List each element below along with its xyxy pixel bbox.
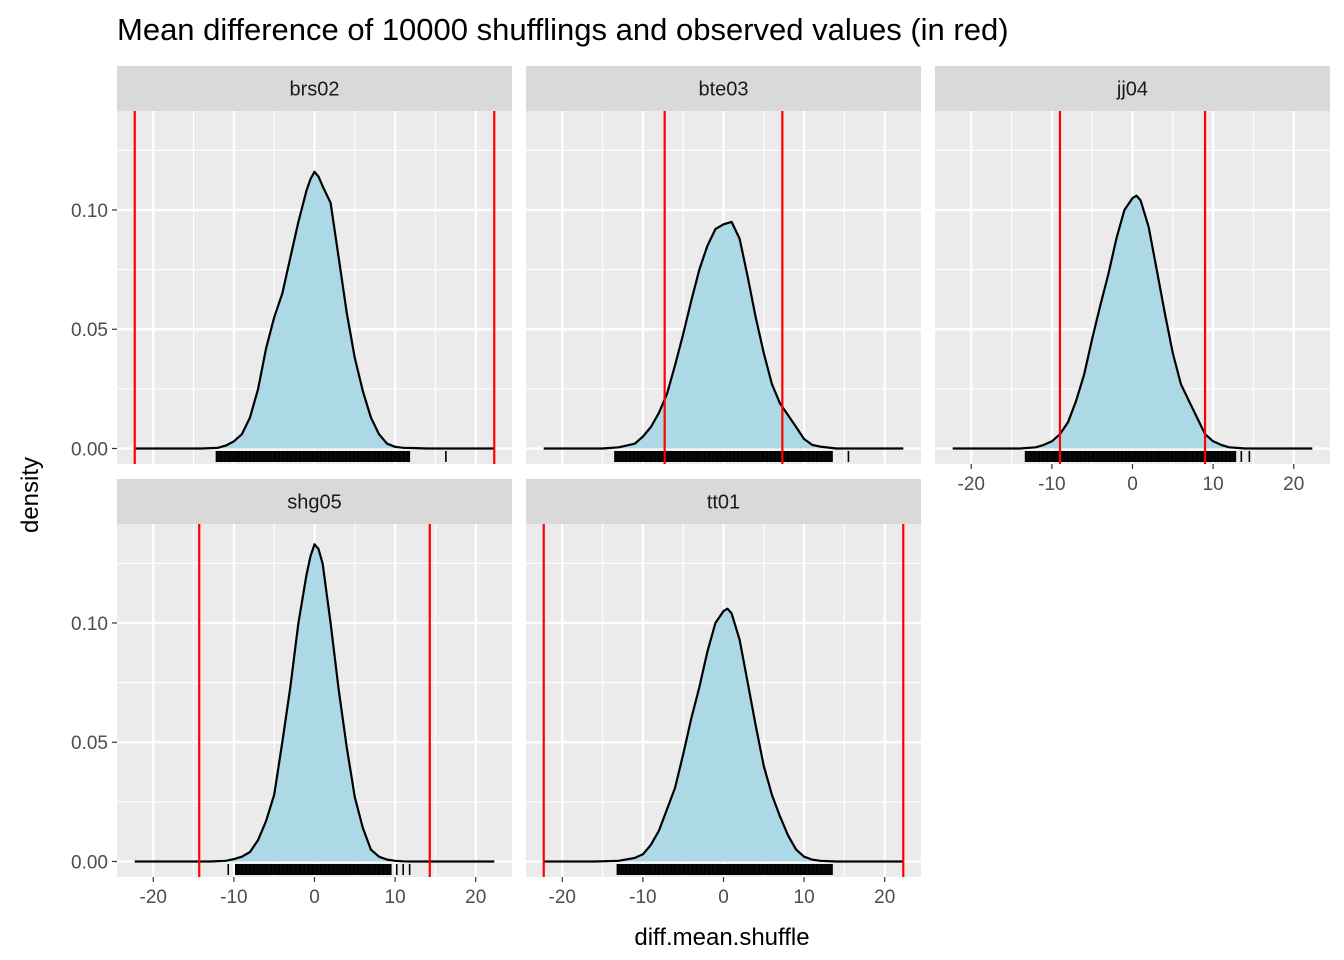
x-tick-label: 10	[1203, 474, 1224, 495]
density-curve	[543, 220, 904, 450]
density-area	[952, 195, 1313, 449]
facet-strip	[117, 66, 512, 111]
density-curve	[134, 543, 495, 863]
rug-marks	[227, 864, 411, 875]
facet-brs02: brs02 0.00 0.05 0.10	[71, 66, 512, 464]
facet-strip-label: brs02	[289, 79, 339, 101]
x-tick-label: 0	[309, 887, 320, 908]
x-tick-label: 0	[718, 887, 729, 908]
x-axis-title: diff.mean.shuffle	[634, 924, 809, 951]
density-curve	[952, 194, 1313, 450]
density-area	[543, 608, 904, 862]
x-tick-label: -10	[629, 887, 656, 908]
density-curve	[543, 607, 904, 863]
rug-marks	[614, 451, 850, 462]
x-tick-label: 20	[1283, 474, 1304, 495]
facet-strip-label: shg05	[287, 492, 342, 514]
facet-strip	[526, 66, 921, 111]
facet-strip-label: tt01	[707, 492, 740, 514]
chart-title: Mean difference of 10000 shufflings and …	[117, 12, 1009, 47]
y-tick-label: 0.05	[71, 320, 108, 341]
density-area	[134, 544, 495, 862]
x-tick-label: -20	[140, 887, 167, 908]
facet-strip	[935, 66, 1330, 111]
x-tick-label: 0	[1127, 474, 1138, 495]
rug-marks	[1024, 451, 1251, 462]
facet-strip	[117, 479, 512, 524]
facet-strip	[526, 479, 921, 524]
rug-marks	[215, 451, 447, 462]
y-tick-label: 0.10	[71, 614, 108, 635]
x-tick-label: -20	[549, 887, 576, 908]
rug-marks	[616, 864, 833, 875]
facet-shg05: shg05 0.00 0.05 0.10 -20 -10 0 10 20	[71, 479, 512, 908]
x-tick-label: -20	[958, 474, 985, 495]
y-tick-label: 0.00	[71, 852, 108, 873]
facet-strip-label: jj04	[1116, 79, 1148, 101]
x-tick-label: 20	[465, 887, 486, 908]
x-tick-label: 10	[794, 887, 815, 908]
y-tick-label: 0.05	[71, 733, 108, 754]
facet-jj04: jj04 -20 -10 0 10 20	[935, 66, 1330, 495]
density-curve	[134, 170, 495, 450]
density-area	[543, 221, 904, 449]
facet-bte03: bte03	[526, 66, 921, 464]
x-tick-label: 20	[874, 887, 895, 908]
y-axis-title: density	[17, 457, 44, 533]
facet-strip-label: bte03	[698, 79, 748, 101]
facet-tt01: tt01 -20 -10 0 10 20	[526, 479, 921, 908]
x-tick-label: -10	[1038, 474, 1065, 495]
density-area	[134, 171, 495, 449]
x-tick-label: 10	[385, 887, 406, 908]
y-tick-label: 0.10	[71, 201, 108, 222]
y-tick-label: 0.00	[71, 439, 108, 460]
x-tick-label: -10	[220, 887, 247, 908]
